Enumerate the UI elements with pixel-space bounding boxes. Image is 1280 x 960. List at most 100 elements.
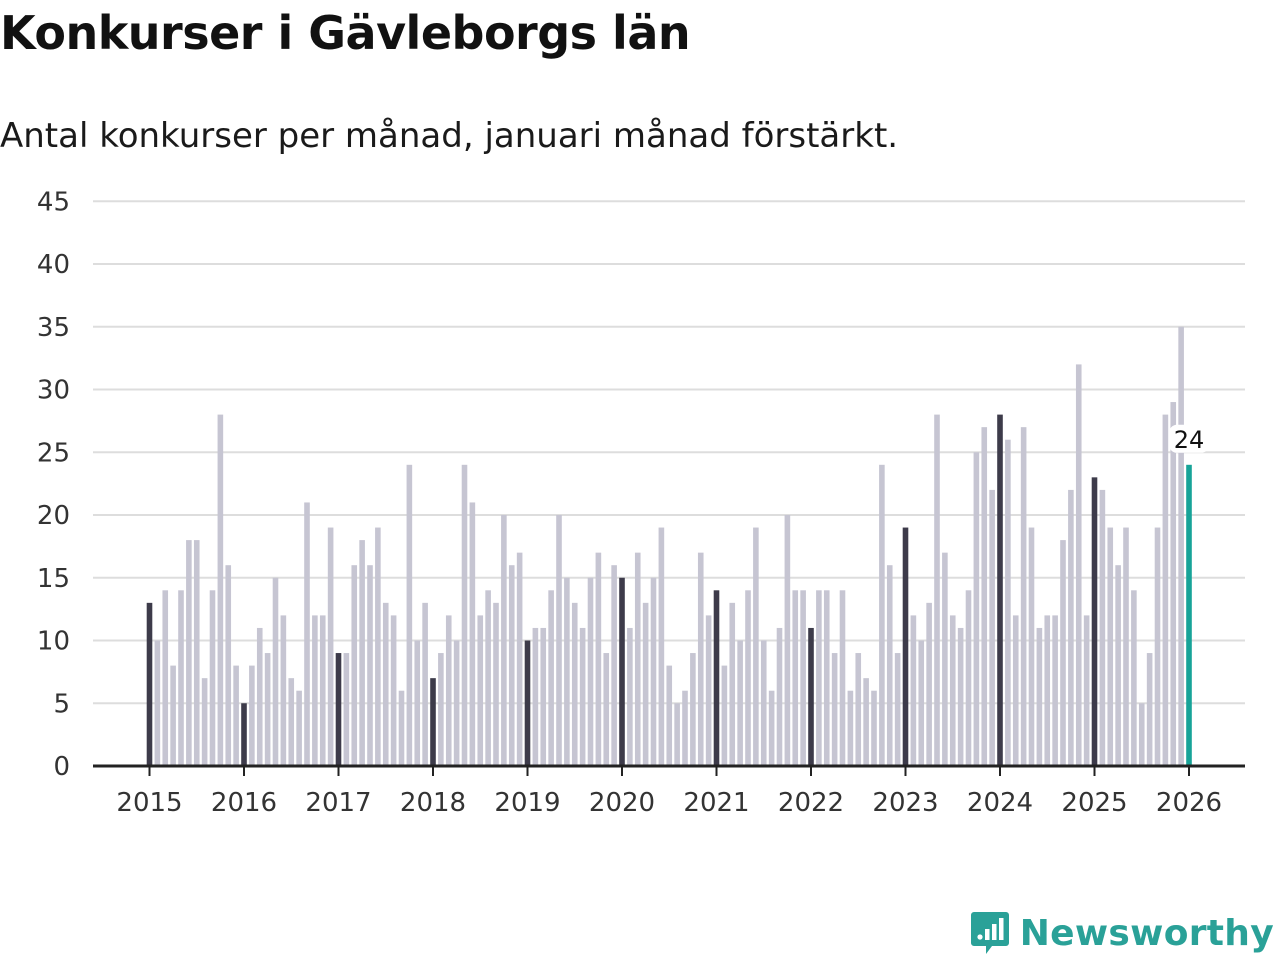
bar-2024-10: [1068, 489, 1074, 766]
bar-2021-10: [784, 515, 791, 766]
y-tick-label: 30: [37, 376, 70, 406]
bar-2021-02: [721, 665, 728, 766]
bar-2020-01: [619, 577, 625, 766]
bar-2022-01: [808, 627, 814, 766]
bar-2018-11: [508, 565, 515, 766]
bar-2017-07: [382, 602, 389, 766]
y-tick-label: 5: [53, 689, 70, 719]
bar-2015-12: [233, 665, 239, 766]
x-tick-label: 2023: [872, 788, 938, 818]
bar-2015-09: [209, 590, 216, 766]
bar-2023-12: [989, 489, 995, 766]
bar-2023-06: [942, 552, 948, 766]
bar-2022-09: [871, 690, 877, 766]
bar-2024-02: [1005, 439, 1011, 766]
bar-2023-04: [926, 602, 932, 766]
bar-2023-11: [981, 427, 988, 766]
bar-2016-02: [249, 665, 255, 766]
bar-2022-04: [831, 653, 838, 766]
bar-2015-03: [162, 590, 169, 766]
gridlines: [93, 200, 1245, 705]
bar-2022-06: [847, 690, 854, 766]
bar-2018-07: [477, 615, 484, 766]
bar-2022-03: [823, 590, 830, 766]
bar-2015-07: [193, 540, 200, 766]
bar-2024-05: [1028, 527, 1035, 766]
bar-2022-05: [839, 590, 846, 766]
bar-2024-09: [1060, 540, 1066, 766]
bar-2021-04: [737, 640, 743, 766]
bar-2024-04: [1020, 427, 1027, 766]
bar-2017-03: [351, 565, 358, 766]
bar-2015-05: [178, 590, 184, 766]
bar-2016-07: [288, 678, 295, 766]
y-tick-label: 10: [37, 627, 70, 657]
bar-2020-07: [666, 665, 673, 766]
y-tick-label: 0: [53, 752, 70, 782]
y-tick-label: 35: [37, 313, 70, 343]
bar-2023-05: [934, 414, 940, 766]
x-tick-label: 2017: [305, 788, 371, 818]
bar-2015-06: [186, 540, 192, 766]
value-label: 24: [1174, 426, 1205, 454]
bar-2023-02: [910, 615, 917, 766]
bar-2019-10: [595, 552, 602, 766]
bars: [146, 326, 1192, 766]
bar-2016-11: [319, 615, 326, 766]
bar-2017-12: [422, 602, 428, 766]
bar-2017-11: [414, 640, 421, 766]
x-tick-label: 2026: [1156, 788, 1222, 818]
bar-2025-01: [1091, 477, 1098, 766]
bar-2022-12: [894, 653, 901, 766]
bar-2024-03: [1012, 615, 1019, 766]
bar-2023-07: [949, 615, 956, 766]
y-axis-labels: 0 5 10 15 20 25 30 35 40 45: [37, 187, 70, 782]
bar-2021-12: [800, 590, 806, 766]
bar-2015-11: [225, 565, 232, 766]
y-tick-label: 25: [37, 438, 70, 468]
bar-2025-02: [1099, 489, 1106, 766]
x-axis-labels: 2015 2016 2017 2018 2019 2020 2021 2022 2023 2024…: [116, 788, 1222, 818]
bar-2021-11: [792, 590, 799, 766]
bar-2022-11: [886, 565, 893, 766]
bar-2023-10: [973, 452, 980, 766]
bar-2018-01: [430, 678, 436, 766]
bar-2017-10: [406, 464, 413, 766]
bar-2018-12: [516, 552, 523, 766]
bar-2026-01: [1186, 464, 1192, 766]
bar-2019-12: [611, 565, 617, 766]
bar-2018-05: [461, 464, 468, 766]
bar-2016-01: [241, 703, 247, 766]
bar-2025-03: [1107, 527, 1114, 766]
bar-2016-03: [256, 627, 263, 766]
bar-2017-01: [335, 653, 342, 766]
bar-2019-11: [603, 653, 610, 766]
bar-2017-06: [375, 527, 381, 766]
bar-2025-05: [1123, 527, 1129, 766]
bar-2018-08: [485, 590, 491, 766]
bar-2021-06: [753, 527, 759, 766]
bar-2015-01: [146, 602, 153, 766]
value-label-background: [1169, 424, 1209, 453]
bar-2018-09: [493, 602, 499, 766]
bar-2019-04: [548, 590, 554, 766]
bar-2024-12: [1083, 615, 1090, 766]
bar-2017-05: [367, 565, 373, 766]
bar-2018-02: [438, 653, 444, 766]
y-tick-label: 45: [37, 187, 70, 217]
x-tick-label: 2019: [494, 788, 560, 818]
bar-2023-09: [965, 590, 972, 766]
bar-2022-10: [879, 464, 885, 766]
bar-2023-01: [902, 527, 909, 766]
bar-2019-08: [579, 627, 586, 766]
bar-2017-04: [359, 540, 365, 766]
bar-2023-03: [918, 640, 925, 766]
bar-2016-10: [312, 615, 318, 766]
bar-2015-10: [217, 414, 224, 766]
bar-2019-09: [587, 577, 594, 766]
bar-2021-01: [713, 590, 720, 766]
newsworthy-logo-icon: [970, 912, 1009, 954]
y-tick-label: 15: [37, 564, 70, 594]
bar-2016-09: [304, 502, 310, 766]
